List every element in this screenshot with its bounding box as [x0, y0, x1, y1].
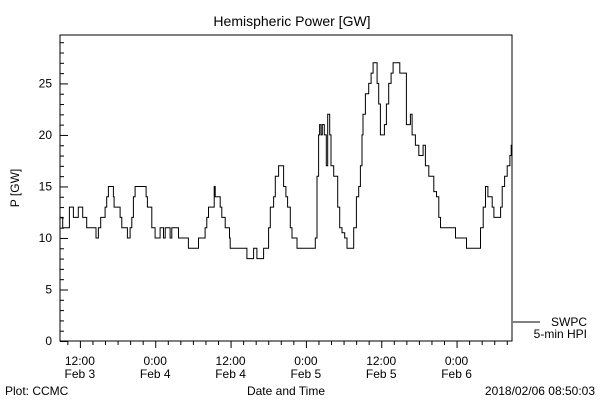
x-tick-time-label: 0:00 [294, 354, 318, 368]
y-tick-label: 10 [39, 231, 53, 245]
x-tick-date-label: Feb 5 [366, 367, 397, 381]
x-tick-date-label: Feb 4 [140, 367, 171, 381]
x-tick-time-label: 12:00 [65, 354, 95, 368]
y-tick-label: 20 [39, 128, 53, 142]
y-axis: 0 5 10 15 20 25 [39, 42, 68, 348]
y-tick-label: 25 [39, 76, 53, 90]
y-tick-label: 5 [45, 282, 52, 296]
y-tick-label: 0 [45, 334, 52, 348]
plot-frame [59, 34, 513, 342]
x-tick-date-label: Feb 6 [441, 367, 472, 381]
legend-label-swpc: SWPC [551, 315, 587, 329]
x-tick-time-label: 12:00 [216, 354, 246, 368]
footer-plot-credit: Plot: CCMC [5, 384, 69, 398]
x-tick-time-label: 12:00 [366, 354, 396, 368]
y-tick-label: 15 [39, 179, 53, 193]
footer-timestamp: 2018/02/06 08:50:03 [485, 384, 595, 398]
x-tick-time-label: 0:00 [144, 354, 168, 368]
x-tick-time-label: 0:00 [445, 354, 469, 368]
x-tick-date-label: Feb 5 [291, 367, 322, 381]
x-tick-date-label: Feb 4 [215, 367, 246, 381]
legend-label-hpi: 5-min HPI [534, 327, 587, 341]
series-line-swpc-hpi [60, 62, 513, 260]
chart-title: Hemispheric Power [GW] [213, 13, 370, 29]
x-axis-label: Date and Time [247, 384, 325, 398]
x-tick-date-label: Feb 3 [65, 367, 96, 381]
y-axis-label: P [GW] [8, 169, 22, 207]
